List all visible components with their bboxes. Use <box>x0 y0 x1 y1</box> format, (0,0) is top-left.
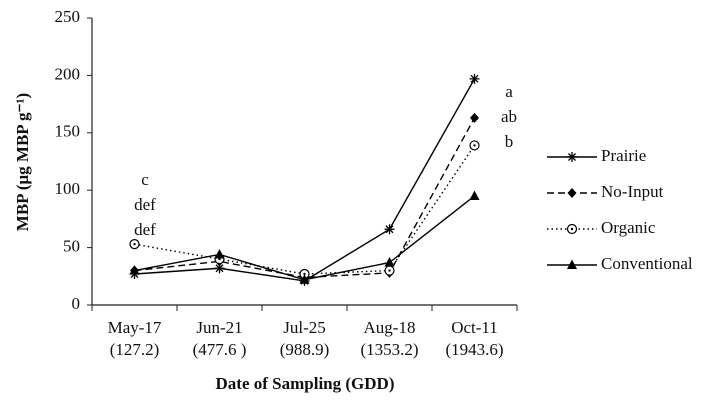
x-tick-label: May-17 <box>108 318 162 337</box>
marker <box>470 112 479 123</box>
marker <box>469 73 480 84</box>
marker <box>299 274 310 284</box>
marker <box>214 248 225 259</box>
series-line <box>134 78 476 282</box>
marker <box>567 259 577 269</box>
y-tick-label: 250 <box>55 7 81 26</box>
x-tick-label: Oct-11 <box>451 318 498 337</box>
y-axis-label: MBP (μg MBP g⁻¹) <box>13 93 32 231</box>
marker <box>469 140 480 151</box>
x-tick-label: Aug-18 <box>364 318 416 337</box>
marker <box>469 190 480 200</box>
x-tick-sublabel: (1353.2) <box>360 340 418 359</box>
x-axis-label: Date of Sampling (GDD) <box>216 374 395 393</box>
marker-shape <box>299 274 310 284</box>
x-tick-label: Jul-25 <box>283 318 326 337</box>
marker-shape <box>214 248 225 259</box>
series-line <box>134 195 475 281</box>
marker-shape <box>567 188 577 198</box>
annotation: a <box>505 82 513 101</box>
x-tick-sublabel: (127.2) <box>110 340 160 359</box>
annotation: b <box>505 132 514 151</box>
marker <box>129 239 140 250</box>
marker-dot <box>303 272 306 276</box>
annotation: c <box>141 170 149 189</box>
marker-dot <box>570 227 574 231</box>
x-tick-sublabel: (988.9) <box>280 340 330 359</box>
marker-dot <box>473 144 476 147</box>
marker <box>129 265 140 275</box>
legend-label: Prairie <box>601 146 646 165</box>
series-line <box>134 145 476 275</box>
marker <box>567 188 577 198</box>
y-tick-label: 0 <box>72 294 81 313</box>
legend-label: Organic <box>601 218 656 237</box>
annotation: def <box>134 220 156 239</box>
annotation: def <box>134 195 156 214</box>
y-tick-label: 50 <box>63 237 80 256</box>
series-line <box>134 117 476 279</box>
y-tick-label: 100 <box>55 179 81 198</box>
marker <box>384 257 395 267</box>
legend-label: No-Input <box>601 182 664 201</box>
marker-shape <box>470 112 479 123</box>
marker-shape <box>384 257 395 267</box>
marker <box>384 265 395 276</box>
marker <box>567 152 577 162</box>
annotation: ab <box>501 107 517 126</box>
legend-label: Conventional <box>601 254 693 273</box>
marker-shape <box>567 259 577 269</box>
marker-dot <box>388 269 391 272</box>
marker-shape <box>469 190 480 200</box>
marker-shape <box>129 265 140 275</box>
y-tick-label: 150 <box>55 122 81 141</box>
y-tick-label: 200 <box>55 64 81 83</box>
marker <box>384 224 395 235</box>
x-tick-sublabel: (1943.6) <box>445 340 503 359</box>
marker <box>566 223 578 235</box>
x-tick-sublabel: (477.6 ) <box>193 340 247 359</box>
marker-dot <box>133 242 136 246</box>
x-tick-label: Jun-21 <box>196 318 242 337</box>
